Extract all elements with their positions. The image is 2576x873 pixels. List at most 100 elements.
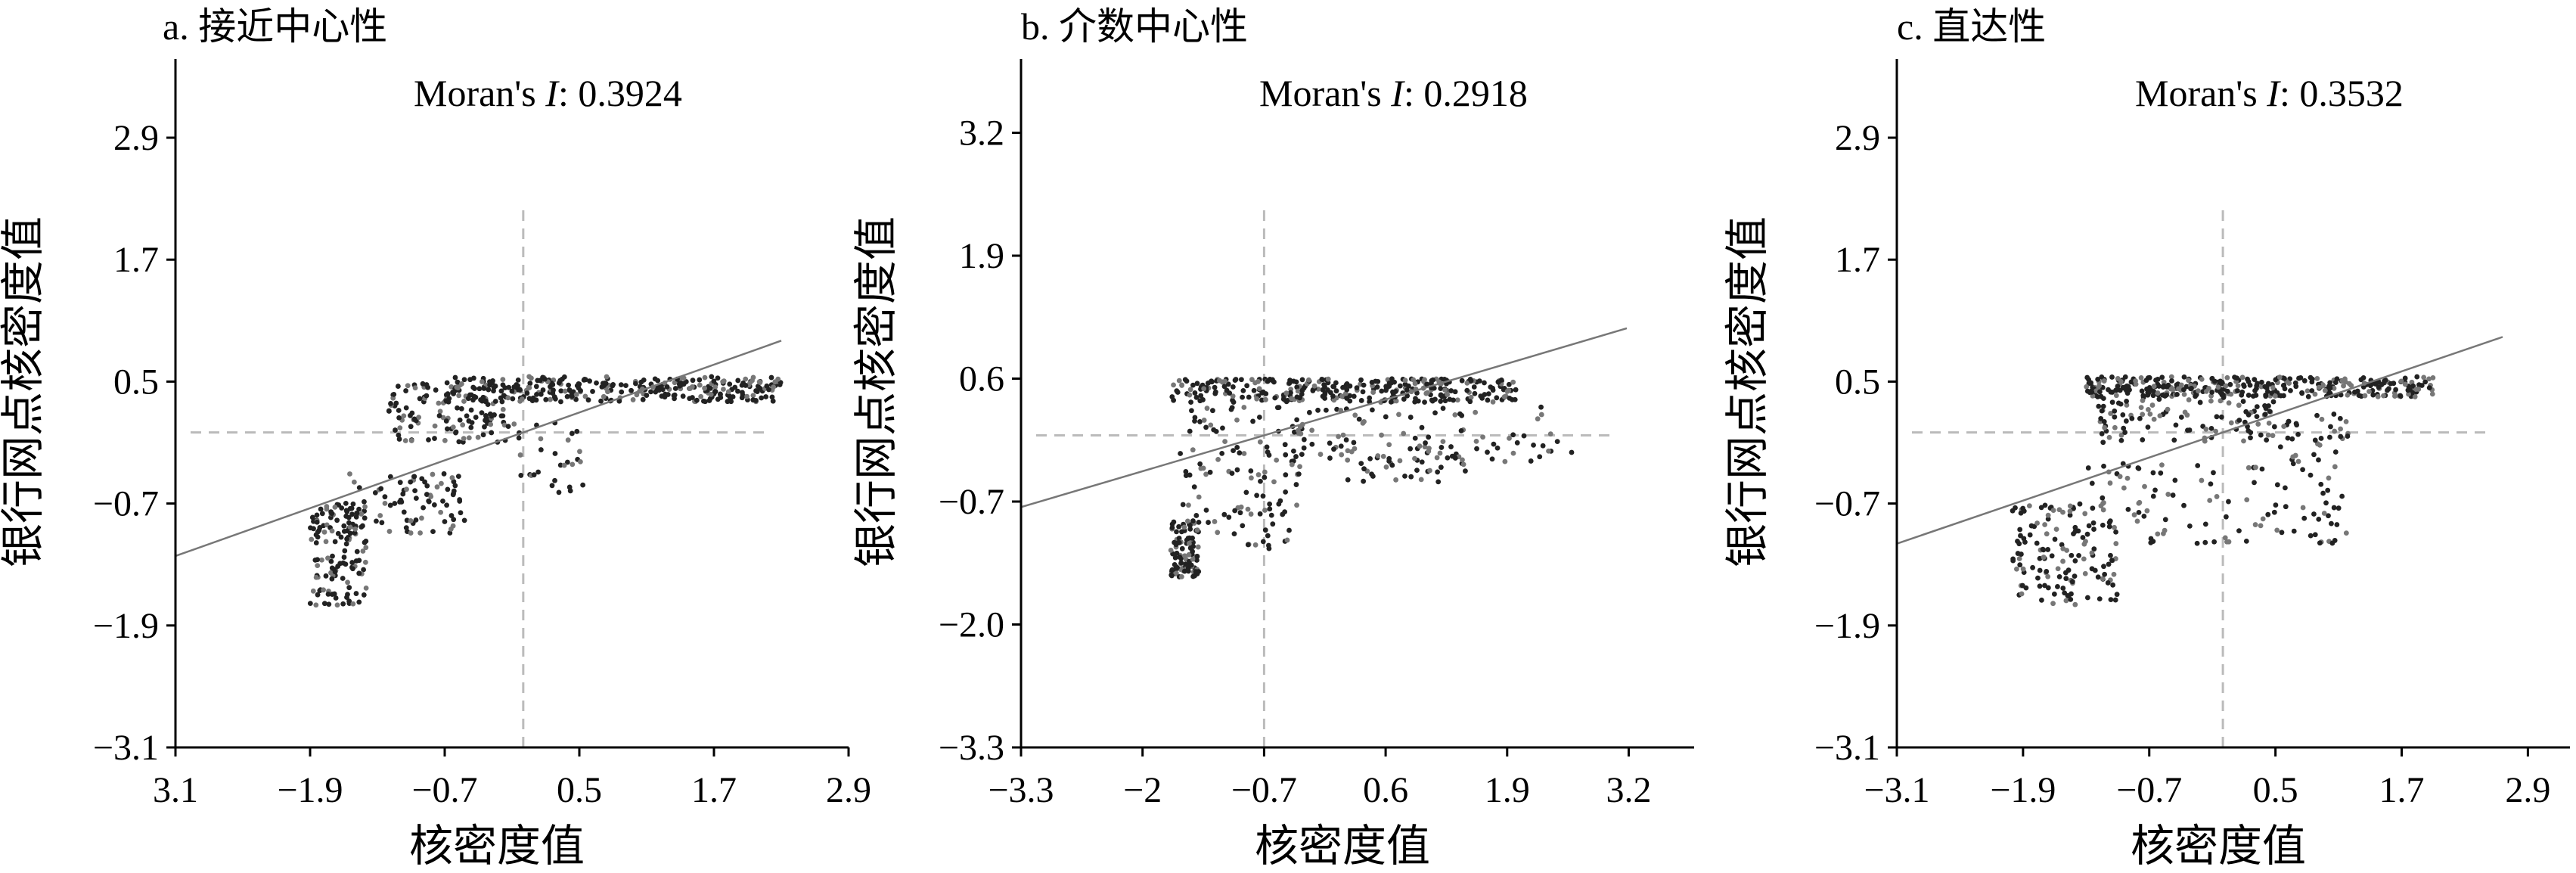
- scatter-point: [2161, 379, 2167, 385]
- scatter-point: [1288, 390, 1293, 396]
- scatter-point: [2240, 399, 2246, 404]
- scatter-point: [374, 518, 379, 524]
- scatter-point: [2102, 425, 2108, 430]
- scatter-point: [638, 379, 644, 385]
- scatter-point: [1283, 452, 1289, 458]
- scatter-point: [2266, 420, 2272, 426]
- scatter-point: [1402, 474, 1407, 479]
- scatter-point: [2089, 480, 2095, 486]
- scatter-point: [2042, 583, 2047, 589]
- scatter-point: [1198, 393, 1204, 399]
- scatter-point: [538, 391, 544, 397]
- scatter-point: [2100, 576, 2106, 582]
- scatter-point: [1204, 405, 1210, 412]
- scatter-point: [396, 384, 401, 389]
- scatter-point: [1177, 554, 1183, 560]
- scatter-point: [461, 517, 467, 523]
- scatter-point: [2226, 499, 2231, 505]
- scatter-point: [319, 511, 325, 517]
- scatter-point: [1370, 407, 1375, 413]
- scatter-point: [1254, 396, 1260, 402]
- scatter-point: [715, 396, 721, 402]
- x-tick-label: −1.9: [277, 770, 343, 810]
- scatter-point: [1440, 405, 1446, 412]
- scatter-point: [2223, 514, 2229, 520]
- scatter-point: [2222, 535, 2228, 541]
- scatter-point: [2164, 392, 2170, 398]
- scatter-point: [1192, 573, 1197, 579]
- scatter-point: [461, 399, 467, 404]
- scatter-point: [725, 389, 731, 395]
- scatter-point: [1289, 396, 1294, 402]
- scatter-point: [1485, 391, 1491, 397]
- scatter-point: [340, 576, 346, 581]
- scatter-point: [2304, 388, 2311, 394]
- scatter-point: [2263, 393, 2269, 399]
- x-tick-label: 0.5: [557, 770, 602, 810]
- scatter-points: [2010, 374, 2436, 607]
- scatter-point: [2184, 412, 2190, 418]
- scatter-point: [315, 557, 321, 563]
- scatter-point: [449, 475, 455, 480]
- scatter-point: [1345, 457, 1351, 463]
- x-tick-label: 3.2: [1606, 770, 1651, 810]
- scatter-point: [1408, 474, 1414, 480]
- scatter-point: [739, 395, 745, 401]
- scatter-point: [2294, 422, 2300, 428]
- scatter-point: [473, 415, 479, 420]
- scatter-point: [540, 387, 546, 393]
- scatter-point: [2258, 523, 2264, 529]
- scatter-point: [573, 396, 579, 402]
- scatter-point: [2056, 573, 2062, 579]
- scatter-point: [1259, 397, 1265, 403]
- scatter-point: [456, 439, 462, 445]
- scatter-point: [1294, 384, 1300, 390]
- scatter-point: [1190, 382, 1196, 388]
- scatter-point: [517, 452, 523, 458]
- scatter-point: [1263, 396, 1268, 402]
- scatter-point: [2111, 571, 2117, 577]
- scatter-point: [1210, 408, 1215, 414]
- scatter-point: [2091, 546, 2097, 552]
- scatter-point: [454, 384, 460, 390]
- scatter-point: [2052, 536, 2058, 542]
- scatter-point: [319, 557, 324, 563]
- scatter-point: [452, 374, 458, 381]
- scatter-point: [2290, 461, 2296, 467]
- scatter-point: [315, 534, 321, 540]
- scatter-point: [1442, 398, 1448, 404]
- scatter-point: [549, 483, 555, 489]
- scatter-point: [2326, 475, 2332, 481]
- scatter-point: [1393, 477, 1398, 483]
- scatter-point: [402, 438, 408, 443]
- scatter-point: [1412, 435, 1418, 441]
- scatter-point: [323, 573, 329, 579]
- scatter-point: [618, 382, 624, 388]
- scatter-point: [331, 591, 337, 597]
- scatter-point: [346, 598, 352, 604]
- scatter-point: [1422, 399, 1427, 405]
- scatter-point: [1255, 378, 1261, 384]
- scatter-point: [2013, 566, 2019, 572]
- scatter-point: [401, 413, 407, 419]
- scatter-point: [408, 518, 414, 523]
- scatter-point: [426, 498, 432, 504]
- scatter-point: [1222, 439, 1227, 444]
- scatter-point: [2115, 384, 2121, 389]
- scatter-point: [450, 424, 456, 430]
- scatter-point: [2035, 575, 2041, 581]
- scatter-point: [671, 393, 677, 399]
- scatter-point: [434, 484, 440, 490]
- scatter-point: [1513, 387, 1519, 393]
- scatter-point: [2019, 551, 2024, 557]
- scatter-point: [2325, 487, 2331, 493]
- scatter-point: [561, 462, 567, 468]
- scatter-point: [1448, 388, 1454, 393]
- scatter-point: [343, 561, 349, 567]
- scatter-point: [343, 500, 349, 506]
- scatter-point: [2144, 508, 2150, 514]
- scatter-point: [1249, 377, 1255, 383]
- scatter-point: [1174, 388, 1180, 393]
- scatter-point: [2270, 399, 2277, 405]
- scatter-point: [1234, 467, 1240, 473]
